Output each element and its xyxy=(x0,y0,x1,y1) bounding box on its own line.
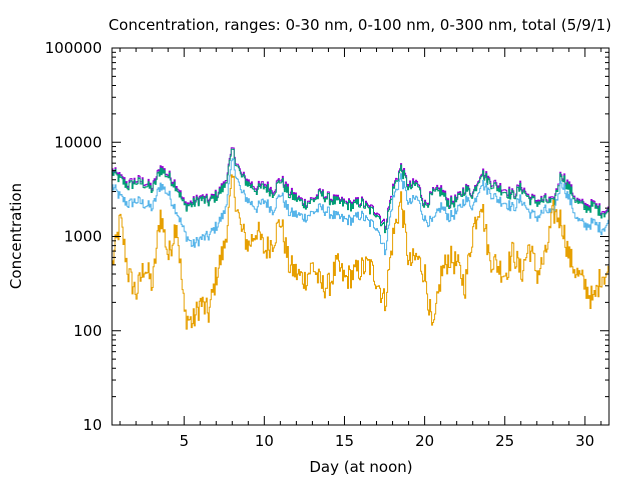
plot-series xyxy=(112,147,609,330)
y-tick-label: 100 xyxy=(73,322,102,340)
x-tick-label: 15 xyxy=(335,432,354,450)
chart-title: Concentration, ranges: 0-30 nm, 0-100 nm… xyxy=(109,16,612,34)
y-axis: 10 100 1000 10000 100000 xyxy=(45,39,609,434)
x-tick-label: 25 xyxy=(495,432,514,450)
series-line-0-300-nm xyxy=(112,148,609,234)
x-tick-label: 30 xyxy=(575,432,594,450)
x-tick-label: 20 xyxy=(415,432,434,450)
y-tick-label: 1000 xyxy=(64,228,102,246)
y-tick-label: 10000 xyxy=(54,133,102,151)
series-line-0-30-nm xyxy=(112,174,609,330)
y-tick-label: 10 xyxy=(83,416,102,434)
series-line-0-100-nm xyxy=(112,158,609,256)
x-axis-label: Day (at noon) xyxy=(309,458,412,476)
x-axis: 5 10 15 20 25 30 xyxy=(119,48,602,450)
y-axis-label: Concentration xyxy=(7,183,25,289)
x-tick-label: 10 xyxy=(255,432,274,450)
y-tick-label: 100000 xyxy=(45,39,102,57)
x-tick-label: 5 xyxy=(179,432,189,450)
